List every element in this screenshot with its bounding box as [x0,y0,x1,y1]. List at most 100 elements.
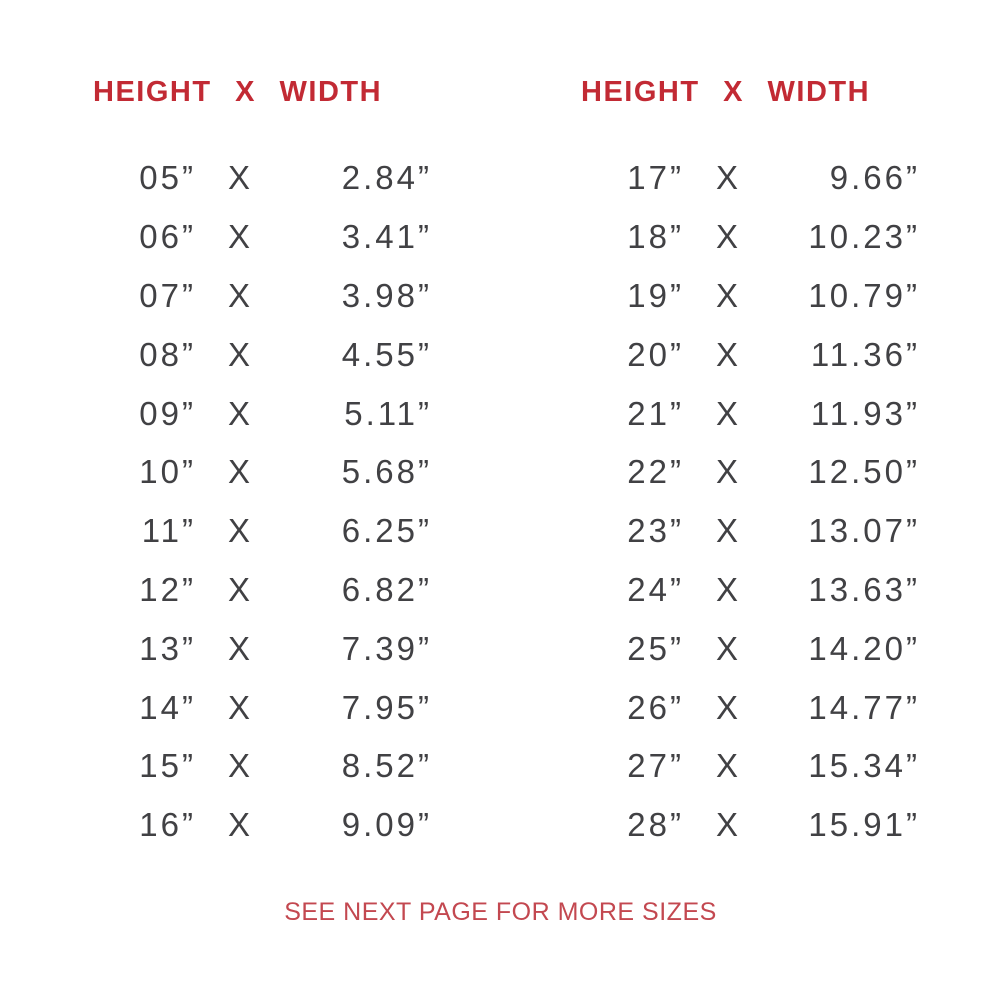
height-value: 27” [627,747,684,785]
height-value: 05” [139,159,196,197]
height-value: 11” [141,512,196,550]
height-value: 22” [627,453,684,491]
size-row: 08” X 4.55” [112,325,432,384]
x-separator: X [227,747,250,785]
width-value: 5.11” [344,394,432,432]
height-value: 12” [139,570,196,608]
width-value: 14.20” [808,629,920,667]
size-table-header: HEIGHT X WIDTH [581,76,871,108]
width-value: 14.77” [808,688,920,726]
width-value: 11.36” [810,335,920,373]
width-value: 3.41” [341,218,432,256]
width-value: 9.66” [829,159,920,197]
x-separator: X [227,570,250,608]
height-value: 25” [627,629,684,667]
size-row: 18” X 10.23” [600,208,920,267]
size-row: 28” X 15.91” [600,796,920,855]
x-separator: X [227,394,250,432]
height-value: 18” [627,218,684,256]
x-separator: X [715,276,738,314]
x-separator: X [715,159,738,197]
height-value: 06” [139,218,196,256]
x-separator: X [227,512,250,550]
size-table-rows: 17” X 9.66” 18” X 10.23” 19” X 10.79” 20” X 11.3… [578,149,920,855]
width-value: 15.34” [808,747,920,785]
width-value: 11.93” [810,394,920,432]
size-row: 11” X 6.25” [112,502,432,561]
size-row: 21” X 11.93” [600,384,920,443]
size-row: 15” X 8.52” [112,737,432,796]
size-table-rows: 05” X 2.84” 06” X 3.41” 07” X 3.98” 08” X 4.55” … [90,149,432,855]
width-value: 6.82” [341,570,432,608]
height-value: 09” [139,394,196,432]
height-value: 24” [627,570,684,608]
height-value: 13” [139,629,196,667]
x-separator: X [715,335,738,373]
width-value: 15.91” [808,806,920,844]
size-row: 27” X 15.34” [600,737,920,796]
size-row: 19” X 10.79” [600,267,920,326]
height-value: 15” [139,747,196,785]
height-value: 07” [139,276,196,314]
x-separator: X [715,570,738,608]
width-value: 5.68” [341,453,432,491]
width-value: 4.55” [341,335,432,373]
size-table-left: HEIGHT X WIDTH 05” X 2.84” 06” X 3.41” 07” X 3… [90,76,432,855]
width-value: 7.39” [341,629,432,667]
height-value: 17” [627,159,684,197]
size-row: 14” X 7.95” [112,678,432,737]
size-row: 06” X 3.41” [112,208,432,267]
x-separator: X [227,629,250,667]
height-value: 28” [627,806,684,844]
size-row: 24” X 13.63” [600,561,920,620]
size-row: 23” X 13.07” [600,502,920,561]
size-row: 05” X 2.84” [112,149,432,208]
width-value: 6.25” [341,512,432,550]
size-row: 25” X 14.20” [600,619,920,678]
height-value: 16” [139,806,196,844]
width-value: 7.95” [341,688,432,726]
x-separator: X [227,806,250,844]
width-value: 3.98” [341,276,432,314]
see-next-page-note: SEE NEXT PAGE FOR MORE SIZES [284,898,717,926]
size-row: 26” X 14.77” [600,678,920,737]
height-value: 21” [627,394,684,432]
x-separator: X [227,453,250,491]
size-table-right: HEIGHT X WIDTH 17” X 9.66” 18” X 10.23” 19” X… [578,76,920,855]
width-value: 12.50” [808,453,920,491]
x-separator: X [227,276,250,314]
x-separator: X [715,218,738,256]
size-row: 10” X 5.68” [112,443,432,502]
height-value: 14” [139,688,196,726]
x-separator: X [227,218,250,256]
width-value: 10.23” [808,218,920,256]
size-row: 16” X 9.09” [112,796,432,855]
size-row: 07” X 3.98” [112,267,432,326]
width-value: 13.07” [808,512,920,550]
size-row: 13” X 7.39” [112,619,432,678]
size-row: 09” X 5.11” [112,384,432,443]
height-value: 08” [139,335,196,373]
width-value: 9.09” [341,806,432,844]
x-separator: X [715,629,738,667]
size-row: 17” X 9.66” [600,149,920,208]
x-separator: X [715,512,738,550]
height-value: 23” [627,512,684,550]
height-value: 10” [139,453,196,491]
x-separator: X [715,747,738,785]
size-row: 22” X 12.50” [600,443,920,502]
size-row: 12” X 6.82” [112,561,432,620]
x-separator: X [227,159,250,197]
width-value: 13.63” [808,570,920,608]
width-value: 10.79” [808,276,920,314]
x-separator: X [715,806,738,844]
height-value: 19” [627,276,684,314]
x-separator: X [715,453,738,491]
size-table-header: HEIGHT X WIDTH [93,76,383,108]
height-value: 20” [627,335,684,373]
width-value: 2.84” [341,159,432,197]
x-separator: X [715,394,738,432]
x-separator: X [227,335,250,373]
size-row: 20” X 11.36” [600,325,920,384]
height-value: 26” [627,688,684,726]
